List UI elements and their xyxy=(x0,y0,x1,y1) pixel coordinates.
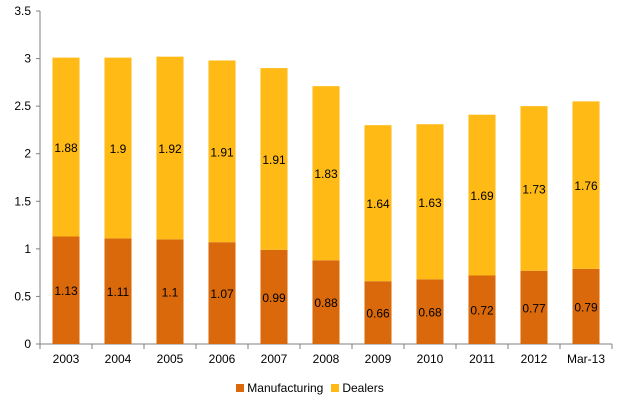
data-label-dealers: 1.73 xyxy=(522,182,546,196)
data-label-manufacturing: 0.77 xyxy=(522,301,546,315)
bar-manufacturing-2008 xyxy=(312,260,340,344)
legend-label-dealers: Dealers xyxy=(342,381,384,395)
x-tick-label: 2012 xyxy=(521,352,548,366)
y-tick-label: 3.5 xyxy=(14,4,31,18)
data-label-dealers: 1.91 xyxy=(210,145,234,159)
bar-dealers-2008 xyxy=(312,86,340,261)
bar-manufacturing-2010 xyxy=(416,279,444,344)
legend-label-manufacturing: Manufacturing xyxy=(247,381,324,395)
bar-dealers-2011 xyxy=(468,114,496,276)
data-label-dealers: 1.64 xyxy=(366,197,390,211)
x-tick-label: 2010 xyxy=(417,352,444,366)
data-label-dealers: 1.88 xyxy=(54,141,78,155)
legend-swatch-dealers xyxy=(331,384,340,392)
data-label-dealers: 1.63 xyxy=(418,196,442,210)
data-label-manufacturing: 0.72 xyxy=(470,304,494,318)
bar-dealers-mar-13 xyxy=(572,101,600,269)
data-label-dealers: 1.76 xyxy=(574,179,598,193)
bar-manufacturing-2007 xyxy=(260,249,288,344)
bar-manufacturing-2011 xyxy=(468,275,496,344)
y-tick-label: 0 xyxy=(24,337,31,351)
bar-dealers-2004 xyxy=(104,57,132,239)
bar-manufacturing-2003 xyxy=(52,236,80,344)
bar-dealers-2005 xyxy=(156,56,184,240)
x-tick-label: 2004 xyxy=(105,352,132,366)
bar-manufacturing-2004 xyxy=(104,238,132,344)
x-tick-label: 2008 xyxy=(313,352,340,366)
x-tick-label: 2009 xyxy=(365,352,392,366)
legend-item-dealers: Dealers xyxy=(331,381,384,395)
x-tick-label: Mar-13 xyxy=(567,352,605,366)
bar-manufacturing-mar-13 xyxy=(572,268,600,344)
bar-manufacturing-2009 xyxy=(364,281,392,344)
y-tick-label: 3 xyxy=(24,52,31,66)
bar-dealers-2007 xyxy=(260,68,288,250)
bar-dealers-2009 xyxy=(364,125,392,282)
data-label-manufacturing: 1.07 xyxy=(210,287,234,301)
x-tick-label: 2007 xyxy=(261,352,288,366)
bar-manufacturing-2006 xyxy=(208,242,236,344)
y-tick-label: 0.5 xyxy=(14,289,31,303)
data-label-manufacturing: 1.13 xyxy=(54,284,78,298)
y-tick-label: 1.5 xyxy=(14,194,31,208)
bar-dealers-2006 xyxy=(208,60,236,243)
bar-manufacturing-2012 xyxy=(520,270,548,344)
data-label-manufacturing: 0.79 xyxy=(574,300,598,314)
bar-dealers-2010 xyxy=(416,124,444,280)
data-label-manufacturing: 0.99 xyxy=(262,291,286,305)
x-tick-label: 2011 xyxy=(469,352,495,366)
data-label-manufacturing: 0.88 xyxy=(314,296,338,310)
y-tick-label: 1 xyxy=(24,242,31,256)
data-label-dealers: 1.91 xyxy=(262,153,286,167)
bar-manufacturing-2005 xyxy=(156,239,184,344)
data-label-dealers: 1.92 xyxy=(158,142,182,156)
data-label-dealers: 1.69 xyxy=(470,189,494,203)
legend-item-manufacturing: Manufacturing xyxy=(236,381,323,395)
bar-dealers-2012 xyxy=(520,106,548,271)
legend-swatch-manufacturing xyxy=(236,384,245,392)
x-tick-label: 2003 xyxy=(53,352,80,366)
data-label-dealers: 1.9 xyxy=(110,142,127,156)
data-label-manufacturing: 1.11 xyxy=(107,285,130,299)
x-tick-label: 2006 xyxy=(209,352,236,366)
data-label-manufacturing: 1.1 xyxy=(162,286,179,300)
x-tick-label: 2005 xyxy=(157,352,184,366)
legend: Manufacturing Dealers xyxy=(0,381,620,395)
bar-dealers-2003 xyxy=(52,57,80,237)
y-tick-label: 2 xyxy=(24,147,31,161)
data-label-dealers: 1.83 xyxy=(314,167,338,181)
data-label-manufacturing: 0.68 xyxy=(418,306,442,320)
data-label-manufacturing: 0.66 xyxy=(366,307,390,321)
y-tick-label: 2.5 xyxy=(14,99,31,113)
